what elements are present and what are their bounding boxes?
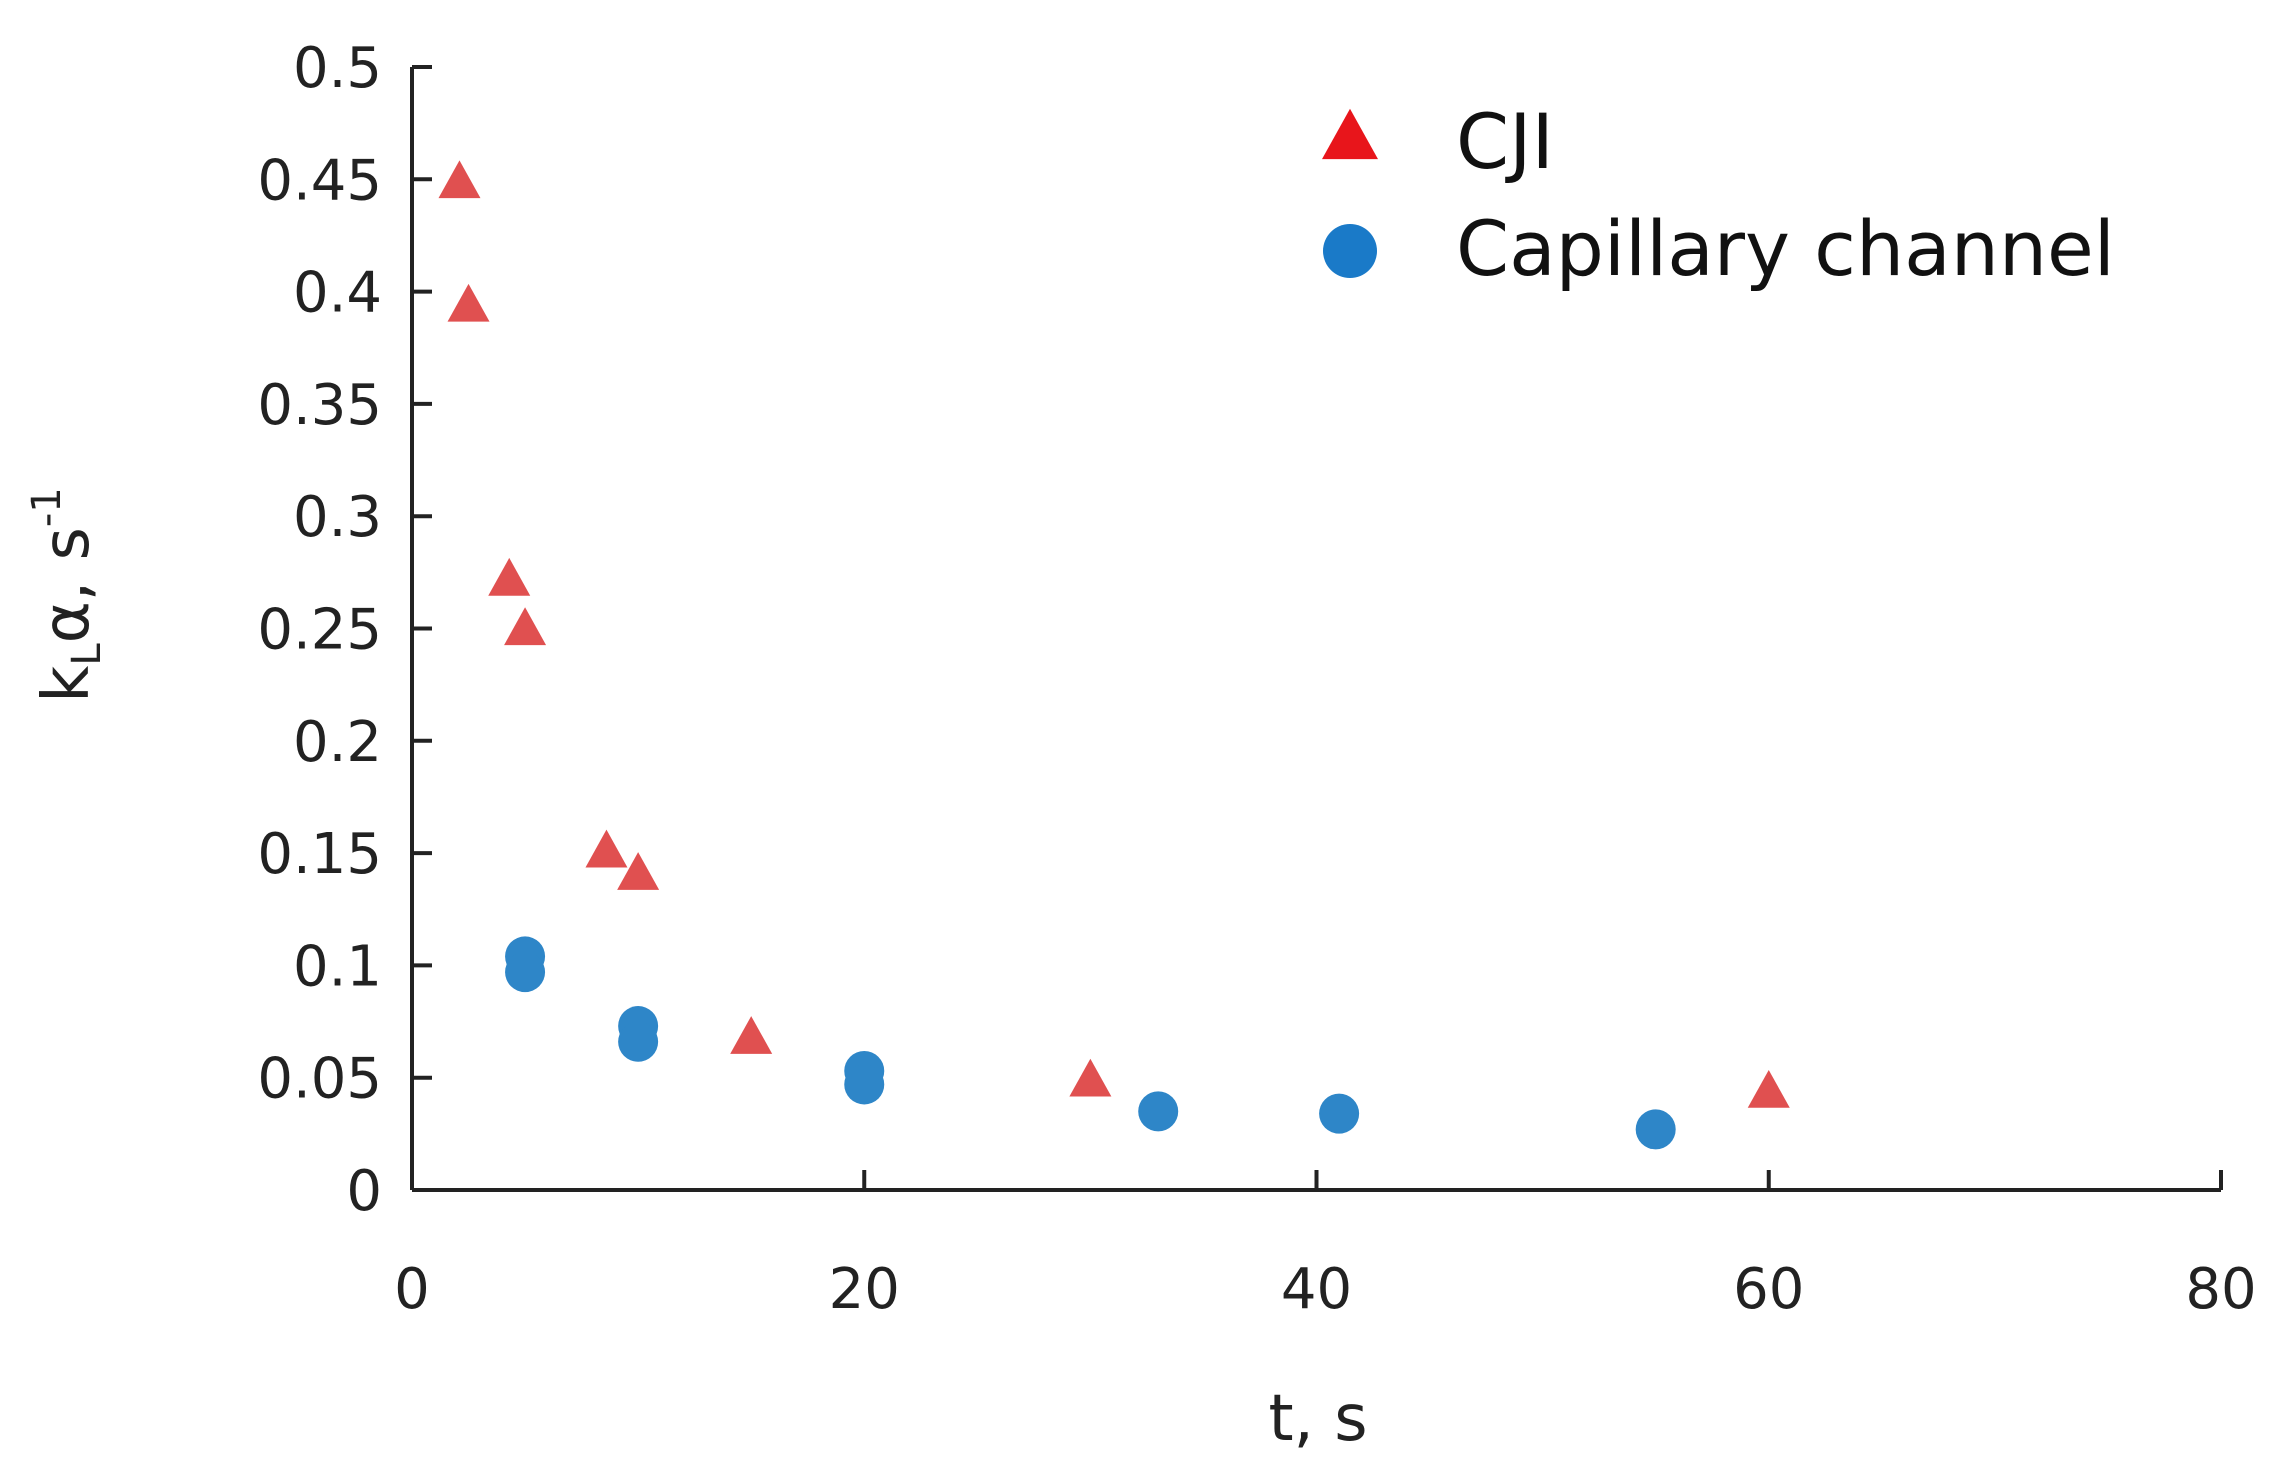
data-point-circle bbox=[1138, 1091, 1179, 1132]
data-point-circle bbox=[505, 952, 546, 993]
x-tick-label: 20 bbox=[829, 1257, 900, 1322]
x-tick-label: 80 bbox=[2185, 1257, 2256, 1322]
data-point-triangle bbox=[504, 607, 547, 646]
cji-series bbox=[438, 160, 1790, 1108]
y-axis-title-middle: α, s bbox=[30, 527, 104, 643]
y-tick-label: 0.2 bbox=[293, 710, 382, 775]
capillary-channel-series bbox=[505, 936, 1676, 1150]
y-tick-label: 0 bbox=[346, 1159, 382, 1224]
data-point-circle bbox=[844, 1064, 885, 1105]
data-point-triangle bbox=[585, 829, 628, 868]
legend-marker-triangle bbox=[1322, 108, 1378, 160]
y-axis-title: kLα, s-1 bbox=[24, 487, 110, 702]
data-point-circle bbox=[1635, 1109, 1676, 1150]
axes: 0 0.05 0.1 0.15 0.2 0.25 0.3 0.35 0.4 0.45 0.5 0 20… bbox=[257, 36, 2256, 1322]
x-tick-label: 60 bbox=[1733, 1257, 1804, 1322]
data-marks bbox=[438, 160, 1790, 1150]
legend-label: CJI bbox=[1456, 97, 1554, 186]
y-tick-label: 0.25 bbox=[257, 598, 382, 663]
y-axis-title-base: k bbox=[30, 666, 104, 703]
x-axis-ticks: 0 20 40 60 80 bbox=[394, 1170, 2257, 1322]
y-tick-label: 0.5 bbox=[293, 36, 382, 101]
data-point-circle bbox=[618, 1021, 659, 1062]
y-tick-label: 0.4 bbox=[293, 261, 382, 326]
data-point-triangle bbox=[1747, 1069, 1790, 1108]
data-point-triangle bbox=[617, 852, 660, 890]
y-axis-title-superscript: -1 bbox=[24, 487, 70, 527]
data-point-triangle bbox=[447, 283, 490, 322]
y-tick-label: 0.15 bbox=[257, 822, 382, 887]
y-axis-ticks: 0 0.05 0.1 0.15 0.2 0.25 0.3 0.35 0.4 0.45 0.5 bbox=[257, 36, 432, 1224]
data-point-triangle bbox=[1069, 1058, 1112, 1097]
legend-label: Capillary channel bbox=[1456, 204, 2115, 293]
x-axis-title: t, s bbox=[1268, 1382, 1367, 1456]
y-tick-label: 0.3 bbox=[293, 485, 382, 550]
y-axis-title-subscript: L bbox=[64, 643, 110, 666]
x-tick-label: 40 bbox=[1281, 1257, 1352, 1322]
y-tick-label: 0.1 bbox=[293, 934, 382, 999]
y-tick-label: 0.45 bbox=[257, 148, 382, 213]
data-point-circle bbox=[1319, 1093, 1360, 1134]
x-tick-label: 0 bbox=[394, 1257, 430, 1322]
data-point-triangle bbox=[488, 557, 531, 596]
data-point-triangle bbox=[730, 1016, 773, 1054]
y-tick-label: 0.35 bbox=[257, 373, 382, 438]
y-tick-label: 0.05 bbox=[257, 1047, 382, 1112]
data-point-triangle bbox=[438, 160, 481, 199]
legend: CJI Capillary channel bbox=[1322, 97, 2115, 293]
legend-marker-circle bbox=[1323, 224, 1377, 278]
